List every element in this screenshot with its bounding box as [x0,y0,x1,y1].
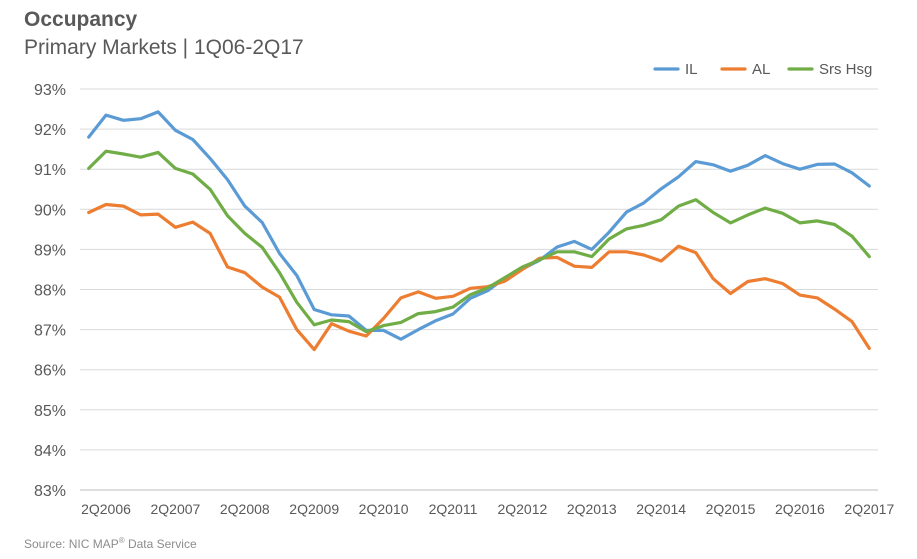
chart-subtitle: Primary Markets | 1Q06-2Q17 [24,36,304,59]
y-tick-label: 83% [34,483,66,500]
series-lines [87,110,871,352]
series-line-al [87,202,871,352]
y-tick-label: 93% [34,82,66,99]
source-note: Source: NIC MAP® Data Service [24,536,197,551]
legend-label: AL [752,61,770,78]
x-tick-label: 2Q2012 [497,501,547,517]
y-tick-label: 90% [34,202,66,219]
x-tick-label: 2Q2009 [289,501,339,517]
x-tick-label: 2Q2011 [429,501,478,517]
source-prefix: Source: NIC MAP [24,537,119,551]
series-line-srs-hsg [87,149,871,334]
y-tick-label: 86% [34,363,66,380]
x-tick-label: 2Q2015 [706,501,756,517]
x-tick-label: 2Q2008 [220,501,270,517]
x-tick-label: 2Q2014 [636,501,686,517]
y-axis-ticks: 83% 84% 85% 86% 87% 88% 89% 90% 91% 92% 93% [34,82,66,500]
x-axis-ticks: 2Q2006 2Q2007 2Q2008 2Q2009 2Q2010 2Q2011 2Q20… [81,501,894,517]
source-suffix: Data Service [124,537,197,551]
y-tick-label: 87% [34,323,66,340]
legend: IL AL Srs Hsg [653,61,872,78]
y-tick-label: 92% [34,122,66,139]
chart-title: Occupancy [24,8,138,31]
legend-label: IL [685,61,698,78]
gridlines [80,88,878,491]
y-tick-label: 85% [34,403,66,420]
x-tick-label: 2Q2010 [359,501,409,517]
y-tick-label: 89% [34,242,66,259]
x-tick-label: 2Q2016 [775,501,825,517]
y-tick-label: 91% [34,162,66,179]
x-tick-label: 2Q2013 [567,501,617,517]
series-line-il [87,110,871,341]
y-tick-label: 88% [34,283,66,300]
legend-label: Srs Hsg [819,61,872,78]
source-registered-mark: ® [118,536,125,545]
y-tick-label: 84% [34,443,66,460]
x-tick-label: 2Q2007 [150,501,200,517]
x-tick-label: 2Q2006 [81,501,131,517]
x-tick-label: 2Q2017 [844,501,894,517]
